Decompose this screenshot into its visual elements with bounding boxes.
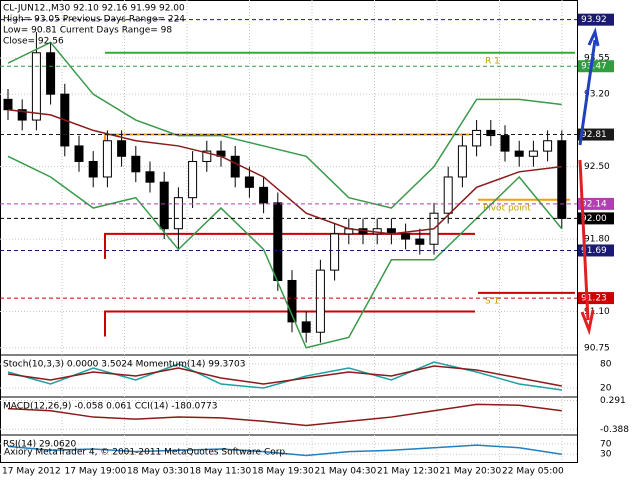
- price-box: [578, 244, 614, 257]
- price-box-label: 91.69: [581, 246, 607, 256]
- candle-body: [244, 176, 254, 188]
- candle-body: [514, 150, 524, 157]
- level-label: R 1: [485, 56, 500, 66]
- price-box-label: 93.47: [581, 62, 607, 72]
- candle-body: [17, 109, 27, 121]
- candle-body: [287, 279, 297, 323]
- panel-tick-label: 70: [600, 439, 612, 449]
- price-box-label: 92.81: [581, 130, 607, 140]
- panel-tick-label: 80: [600, 360, 612, 370]
- panel-line: [7, 361, 562, 391]
- x-tick-label: 17 May 2012: [2, 467, 61, 477]
- y-tick-label: 91.10: [584, 307, 610, 317]
- panel-tick-label: -0.388: [600, 425, 629, 435]
- indicator-line: [7, 108, 562, 235]
- candle-body: [557, 140, 567, 219]
- x-tick-label: 18 May 19:30: [252, 467, 314, 477]
- panel-tick-label: 20: [600, 384, 612, 394]
- candle-body: [173, 197, 183, 230]
- candle-body: [528, 150, 538, 157]
- y-tick-label: 93.55: [584, 53, 610, 63]
- candle-body: [401, 233, 411, 240]
- y-tick-label: 92.50: [584, 162, 610, 172]
- candle-body: [202, 150, 212, 162]
- y-tick-label: 93.20: [584, 90, 610, 100]
- candle-body: [88, 160, 98, 178]
- price-box: [578, 60, 614, 73]
- price-box-label: 93.92: [581, 15, 607, 25]
- x-tick-label: 18 May 03:30: [127, 467, 189, 477]
- y-tick-label: 90.75: [584, 343, 610, 353]
- candle-body: [3, 98, 13, 111]
- x-tick-label: 17 May 19:00: [65, 467, 127, 477]
- y-tick-label: 91.80: [584, 235, 610, 245]
- x-tick-label: 18 May 11:30: [190, 467, 252, 477]
- candle-body: [102, 140, 112, 178]
- candle-body: [457, 145, 467, 178]
- candle-body: [188, 160, 198, 199]
- panel-line: [7, 403, 562, 427]
- candle-body: [31, 52, 41, 121]
- candle-body: [543, 140, 553, 152]
- arrow-down: [578, 159, 595, 336]
- panel-line: [7, 444, 562, 457]
- x-tick-label: 22 May 05:00: [502, 467, 564, 477]
- level-label: S 1: [485, 296, 499, 306]
- frame: [0, 0, 578, 463]
- candle-body: [131, 155, 141, 173]
- panel-tick-label: 0.291: [600, 396, 626, 406]
- candle-body: [443, 176, 453, 214]
- panel-label: RSI(14) 29.0620: [3, 440, 76, 450]
- price-box: [578, 128, 614, 141]
- panel-label: MACD(12,26,9) -0.058 0.061 CCI(14) -180.…: [3, 402, 217, 412]
- price-box-label: 92.14: [581, 199, 607, 209]
- candle-body: [472, 129, 482, 147]
- level-label: Pivot point: [483, 203, 531, 213]
- candle-body: [500, 135, 510, 152]
- panel-tick-label: 30: [600, 450, 612, 460]
- candle-body: [301, 321, 311, 333]
- header-info: Low= 90.81 Current Days Range= 98: [3, 26, 172, 36]
- x-tick-label: 21 May 04:30: [315, 467, 377, 477]
- candle-body: [259, 186, 269, 204]
- candle-body: [415, 238, 425, 245]
- candle-body: [117, 140, 127, 157]
- candle-body: [230, 155, 240, 178]
- pivot-level: [104, 310, 475, 337]
- candle-body: [315, 269, 325, 333]
- price-box: [578, 197, 614, 210]
- price-box: [578, 212, 614, 225]
- indicator-line: [7, 155, 563, 349]
- price-box-label: 91.23: [581, 294, 607, 304]
- candle-body: [46, 52, 56, 95]
- indicator-line: [7, 41, 562, 209]
- arrow-up: [578, 27, 600, 146]
- x-tick-label: 21 May 20:30: [440, 467, 502, 477]
- candle-body: [273, 202, 283, 281]
- header-info: High= 93.05 Previous Days Range= 224: [3, 15, 185, 25]
- candle-body: [486, 129, 496, 137]
- header-title: CL-JUN12.,M30 92.10 92.16 91.99 92.00: [3, 4, 185, 14]
- price-box: [578, 13, 614, 26]
- footer: Axiory MetaTrader 4, © 2001-2011 MetaQuo…: [4, 448, 288, 458]
- panel-line: [7, 365, 562, 387]
- panel-label: Stoch(10,3,3) 0.0000 3.5024 Momentum(14)…: [3, 360, 245, 370]
- candle-body: [159, 181, 169, 230]
- header-info: Close= 92.56: [3, 37, 64, 47]
- candle-body: [145, 171, 155, 183]
- candle-body: [330, 233, 340, 271]
- x-tick-label: 21 May 12:30: [377, 467, 439, 477]
- candle-body: [74, 145, 84, 162]
- price-box-label: 92.00: [581, 214, 607, 224]
